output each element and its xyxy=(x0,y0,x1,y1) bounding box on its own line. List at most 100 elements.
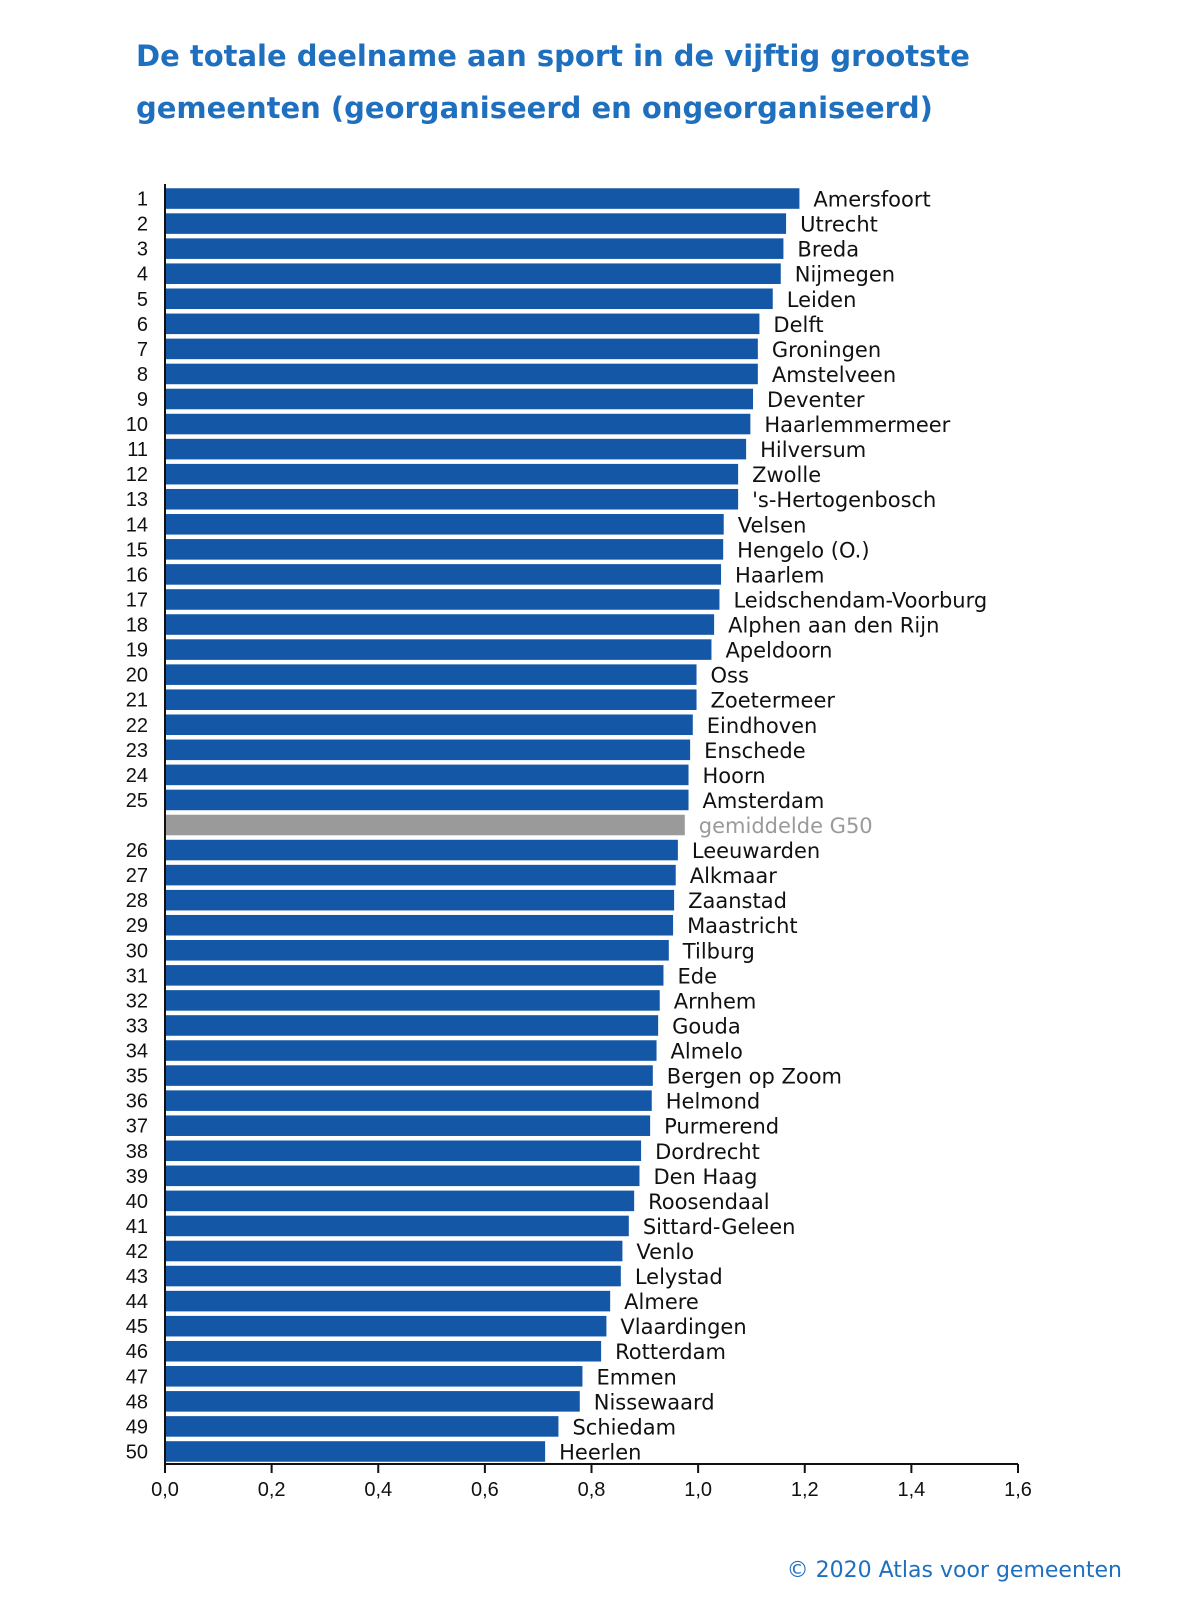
x-tick-label: 1,2 xyxy=(791,1479,819,1501)
rank-label: 31 xyxy=(126,965,148,987)
rank-label: 3 xyxy=(137,239,148,261)
bar xyxy=(165,589,720,610)
rank-label: 19 xyxy=(126,640,148,662)
municipality-label: Den Haag xyxy=(653,1165,757,1189)
bar xyxy=(165,739,691,761)
rank-label: 11 xyxy=(127,439,148,461)
bar xyxy=(165,1391,580,1412)
rank-label: 38 xyxy=(126,1141,148,1163)
bar xyxy=(165,889,675,911)
rank-label: 4 xyxy=(137,264,148,286)
rank-label: 35 xyxy=(126,1066,148,1088)
bar xyxy=(165,313,760,335)
rank-label: 36 xyxy=(126,1091,148,1113)
rank-label: 22 xyxy=(126,715,148,737)
bar xyxy=(165,914,674,936)
bar xyxy=(165,839,678,861)
bar xyxy=(165,714,693,736)
rank-label: 32 xyxy=(126,990,148,1012)
municipality-label: Hoorn xyxy=(703,764,766,788)
bar xyxy=(165,1416,559,1437)
bar xyxy=(165,238,784,259)
municipality-label: Amersfoort xyxy=(813,188,930,212)
bar xyxy=(165,1165,640,1187)
bar xyxy=(165,514,724,535)
municipality-label: Oss xyxy=(711,664,749,688)
bar xyxy=(165,463,739,485)
municipality-label: Haarlemmermeer xyxy=(764,413,950,437)
chart-title: De totale deelname aan sport in de vijft… xyxy=(136,39,970,125)
bar xyxy=(165,940,669,961)
rank-label: 47 xyxy=(126,1366,148,1388)
municipality-label: Haarlem xyxy=(735,563,824,587)
municipality-label: Velsen xyxy=(738,513,807,537)
bar xyxy=(165,363,758,385)
rank-label: 20 xyxy=(126,665,148,687)
bar xyxy=(165,488,739,510)
municipality-label: Venlo xyxy=(636,1240,694,1264)
rank-label: 39 xyxy=(126,1166,148,1188)
municipality-label: Groningen xyxy=(772,338,881,362)
bar xyxy=(165,864,676,886)
municipality-label: Helmond xyxy=(666,1090,761,1114)
municipality-label: Emmen xyxy=(596,1365,676,1389)
municipality-label: Schiedam xyxy=(572,1415,676,1439)
bar xyxy=(165,1090,652,1111)
bar xyxy=(165,1441,546,1462)
municipality-label: Rotterdam xyxy=(615,1340,726,1364)
municipality-label: Almere xyxy=(624,1290,699,1314)
bar xyxy=(165,789,689,811)
bar xyxy=(165,764,689,786)
rank-label: 40 xyxy=(126,1191,148,1213)
bar xyxy=(165,539,724,560)
bar xyxy=(165,1366,583,1387)
municipality-label: Vlaardingen xyxy=(620,1315,746,1339)
rank-label: 16 xyxy=(126,564,148,586)
rank-label: 6 xyxy=(137,314,148,336)
municipality-label: Roosendaal xyxy=(648,1190,769,1214)
rank-label: 45 xyxy=(126,1316,148,1338)
rank-label: 1 xyxy=(137,189,148,211)
x-tick-label: 0,6 xyxy=(471,1479,499,1501)
rank-label: 7 xyxy=(137,339,148,361)
x-tick-label: 0,8 xyxy=(578,1479,606,1501)
municipality-label: Hilversum xyxy=(760,438,866,462)
rank-label: 10 xyxy=(126,414,148,436)
rank-label: 28 xyxy=(126,890,148,912)
rank-label: 41 xyxy=(126,1216,148,1238)
rank-label: 15 xyxy=(126,539,148,561)
bar xyxy=(165,1340,602,1362)
bar xyxy=(165,413,751,435)
bar xyxy=(165,1190,635,1212)
municipality-label: Maastricht xyxy=(687,914,798,938)
bar xyxy=(165,689,697,710)
municipality-label: Purmerend xyxy=(664,1115,779,1139)
municipality-label: Tilburg xyxy=(682,939,755,963)
x-tick-label: 1,6 xyxy=(1004,1479,1032,1501)
municipality-label: Bergen op Zoom xyxy=(667,1065,842,1089)
municipality-label: 's-Hertogenbosch xyxy=(752,488,936,512)
municipality-label: Heerlen xyxy=(559,1440,641,1464)
rank-label: 30 xyxy=(126,940,148,962)
bar xyxy=(165,1140,642,1162)
rank-label: 33 xyxy=(126,1015,148,1037)
rank-label: 44 xyxy=(126,1291,148,1313)
rank-label: 14 xyxy=(126,514,148,536)
bar xyxy=(165,564,722,585)
municipality-label: Nijmegen xyxy=(795,263,895,287)
municipality-label: Zwolle xyxy=(752,463,821,487)
bar xyxy=(165,1240,623,1262)
rank-label: 2 xyxy=(137,214,148,236)
bar xyxy=(165,639,712,660)
bar xyxy=(165,1215,629,1237)
rank-label: 24 xyxy=(126,765,148,787)
municipality-label: Leeuwarden xyxy=(692,839,820,863)
rank-label: 43 xyxy=(126,1266,148,1288)
x-tick-label: 0,0 xyxy=(151,1479,179,1501)
rank-label: 18 xyxy=(126,615,148,637)
bar xyxy=(165,664,697,685)
copyright-credit: © 2020 Atlas voor gemeenten xyxy=(786,1558,1122,1583)
municipality-label: Utrecht xyxy=(800,213,878,237)
bar xyxy=(165,965,664,986)
